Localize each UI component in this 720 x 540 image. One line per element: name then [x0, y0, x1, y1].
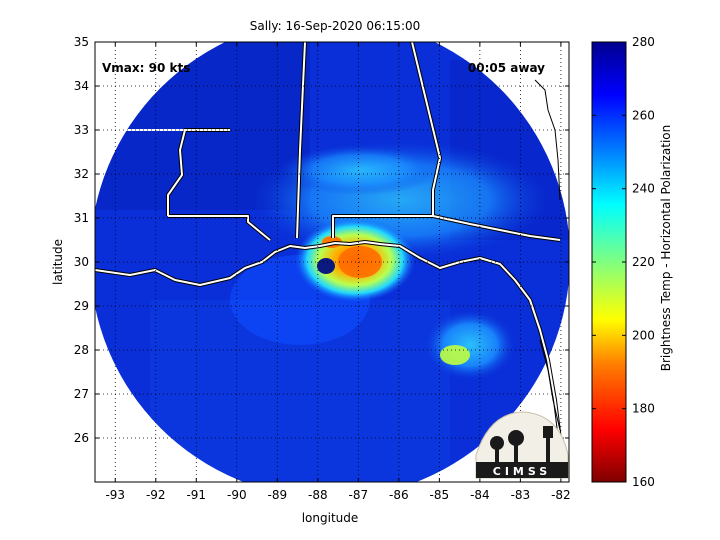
colorbar-gradient: [591, 41, 627, 483]
y-tick-label: 35: [74, 35, 89, 49]
cimss-logo: CIMSS: [475, 411, 569, 479]
x-tick-label: -85: [430, 488, 450, 502]
x-axis-label: longitude: [302, 511, 359, 525]
y-tick-label: 30: [74, 255, 89, 269]
y-tick-label: 29: [74, 299, 89, 313]
x-tick-label: -92: [146, 488, 166, 502]
colorbar-tick-label: 240: [632, 182, 655, 196]
colorbar-tick-label: 260: [632, 108, 655, 122]
x-tick-label: -90: [227, 488, 247, 502]
x-tick-label: -93: [105, 488, 125, 502]
colorbar-label: Brightness Temp - Horizontal Polarizatio…: [659, 125, 673, 372]
x-axis-ticks: -93 -92 -91 -90 -89 -88 -87 -86 -85 -84 -83 -82: [105, 42, 571, 502]
y-axis-label: latitude: [51, 239, 65, 285]
x-tick-label: -89: [268, 488, 288, 502]
x-tick-label: -91: [186, 488, 206, 502]
colorbar-tick-label: 200: [632, 328, 655, 342]
colorbar-tick-label: 160: [632, 475, 655, 489]
state-borders-coastline: [95, 42, 562, 441]
y-tick-label: 34: [74, 79, 89, 93]
x-tick-label: -88: [308, 488, 328, 502]
colorbar-tick-label: 180: [632, 402, 655, 416]
cimss-logo-text: CIMSS: [493, 465, 551, 478]
x-tick-label: -83: [511, 488, 531, 502]
time-away-annotation: 00:05 away: [468, 61, 545, 75]
figure-title: Sally: 16-Sep-2020 06:15:00: [250, 19, 421, 33]
colorbar-tick-label: 220: [632, 255, 655, 269]
colorbar-ticks: 280 260 240 220 200 180 160: [592, 35, 655, 489]
colorbar-tick-label: 280: [632, 35, 655, 49]
x-tick-label: -84: [470, 488, 490, 502]
y-tick-label: 26: [74, 431, 89, 445]
y-tick-label: 27: [74, 387, 89, 401]
y-tick-label: 31: [74, 211, 89, 225]
vmax-annotation: Vmax: 90 kts: [102, 61, 190, 75]
y-tick-label: 33: [74, 123, 89, 137]
x-tick-label: -87: [349, 488, 369, 502]
x-tick-label: -82: [551, 488, 571, 502]
y-tick-label: 28: [74, 343, 89, 357]
colorbar: 280 260 240 220 200 180 160 Brightness Temp - …: [591, 35, 673, 489]
x-tick-label: -86: [389, 488, 409, 502]
lat-lon-grid: [95, 42, 569, 482]
y-tick-label: 32: [74, 167, 89, 181]
y-axis-ticks: 26 27 28 29 30 31 32 33 34 35: [74, 35, 569, 445]
